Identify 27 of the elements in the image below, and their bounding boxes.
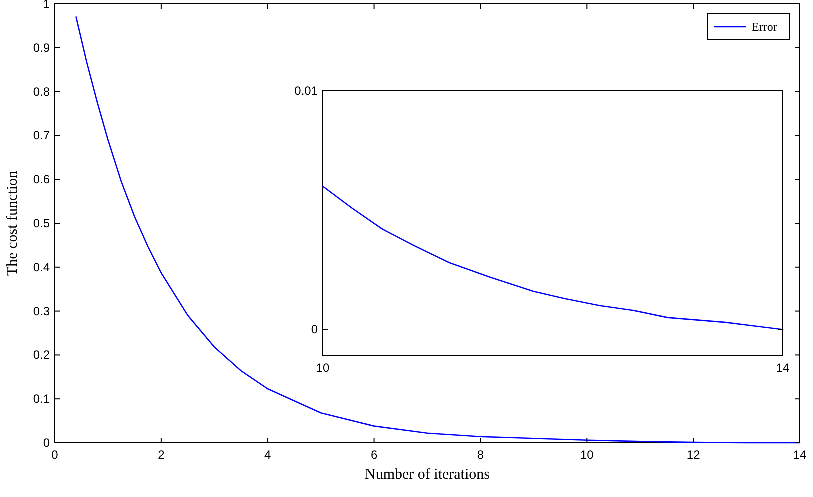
y-tick-label: 0.7 bbox=[33, 128, 50, 143]
legend-label: Error bbox=[752, 20, 778, 34]
y-tick-label: 0.4 bbox=[33, 260, 50, 274]
y-tick-label: 0.8 bbox=[33, 84, 50, 99]
x-tick-label: 8 bbox=[477, 448, 484, 462]
x-axis-title: Number of iterations bbox=[365, 467, 490, 483]
x-tick-label: 14 bbox=[776, 361, 790, 375]
y-tick-label: 0.6 bbox=[33, 172, 50, 187]
x-tick-label: 10 bbox=[580, 448, 594, 462]
x-tick-label: 0 bbox=[52, 448, 59, 462]
x-tick-label: 6 bbox=[370, 448, 378, 462]
x-tick-label: 14 bbox=[793, 448, 807, 462]
y-tick-label: 0.2 bbox=[33, 348, 50, 362]
y-tick-label: 0.1 bbox=[33, 392, 50, 406]
x-tick-label: 10 bbox=[316, 361, 330, 375]
line-series bbox=[322, 186, 784, 330]
x-tick-label: 4 bbox=[264, 448, 272, 462]
y-tick-label: 0.9 bbox=[33, 40, 50, 55]
y-tick-label: 0 bbox=[43, 436, 50, 450]
y-axis-title: The cost function bbox=[5, 170, 21, 276]
y-tick-label: 0.3 bbox=[33, 304, 50, 318]
x-tick-label: 2 bbox=[158, 448, 166, 462]
x-tick-label: 12 bbox=[686, 448, 701, 462]
line-series bbox=[76, 16, 801, 444]
y-tick-label: 0.5 bbox=[33, 216, 50, 230]
y-tick-label: 0.01 bbox=[294, 84, 318, 98]
y-tick-label: 1 bbox=[43, 0, 50, 11]
